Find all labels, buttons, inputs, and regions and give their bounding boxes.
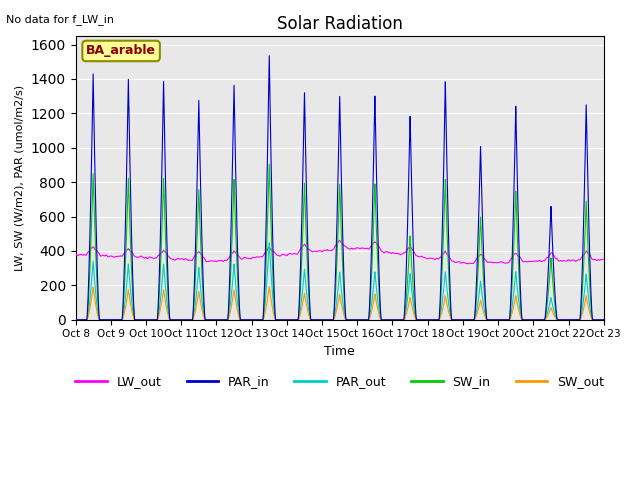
X-axis label: Time: Time <box>324 345 355 358</box>
Legend: LW_out, PAR_in, PAR_out, SW_in, SW_out: LW_out, PAR_in, PAR_out, SW_in, SW_out <box>70 370 609 393</box>
Text: BA_arable: BA_arable <box>86 45 156 58</box>
Y-axis label: LW, SW (W/m2), PAR (umol/m2/s): LW, SW (W/m2), PAR (umol/m2/s) <box>15 85 25 271</box>
Title: Solar Radiation: Solar Radiation <box>276 15 403 33</box>
Text: No data for f_LW_in: No data for f_LW_in <box>6 14 115 25</box>
